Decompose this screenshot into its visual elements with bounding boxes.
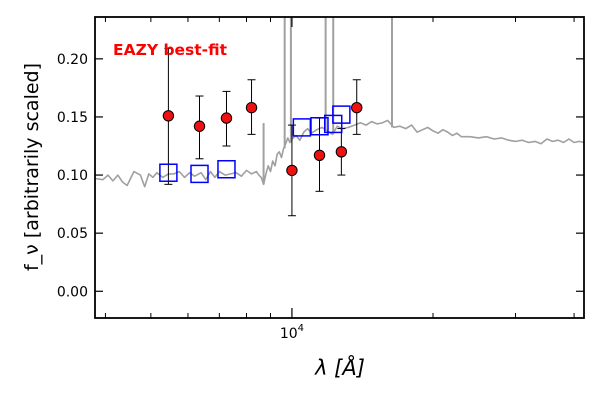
observed-point-3	[245, 101, 258, 114]
model-phot-point-0	[159, 163, 178, 182]
model-phot-point-2	[217, 159, 236, 179]
observed-point-5	[313, 149, 326, 161]
y-tick-label-4: 0.20	[57, 52, 88, 68]
y-tick-label-1: 0.05	[57, 226, 88, 242]
model-phot-point-3	[292, 118, 312, 137]
observed-point-2	[220, 112, 233, 124]
x-tick-label-0: 104	[280, 323, 304, 342]
observed-point-4	[286, 164, 298, 177]
observed-point-6	[335, 146, 348, 158]
observed-point-0	[162, 110, 175, 122]
observed-point-7	[351, 101, 363, 114]
model-phot-point-4	[310, 116, 329, 136]
model-phot-point-6	[332, 105, 351, 124]
axes-frame	[94, 16, 585, 319]
y-tick-label-2: 0.10	[57, 168, 88, 184]
y-axis-label: f_ν [arbitrarily scaled]	[21, 63, 43, 271]
model-sed-line	[95, 119, 584, 188]
y-tick-label-3: 0.15	[57, 110, 88, 126]
model-phot-point-1	[190, 164, 209, 184]
observed-point-1	[193, 120, 206, 132]
x-axis-label: λ [Å]	[314, 354, 365, 380]
annotation-eazy: EAZY best-fit	[113, 41, 228, 59]
y-tick-label-0: 0.00	[57, 284, 88, 300]
